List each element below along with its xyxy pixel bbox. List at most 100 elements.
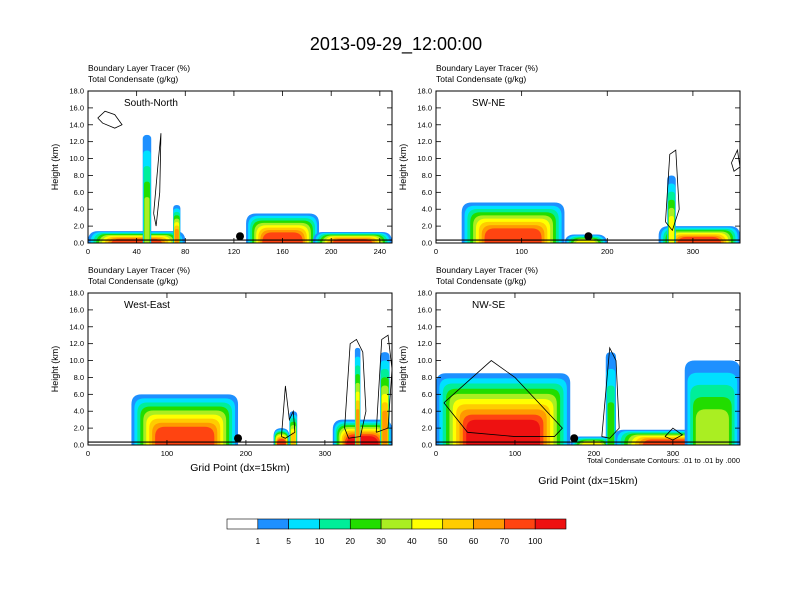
tracer-blob	[380, 352, 390, 445]
colorbar-swatch	[534, 518, 567, 530]
x-tick-label: 200	[588, 449, 601, 458]
colorbar-swatch	[226, 518, 259, 530]
section-name: NW-SE	[472, 300, 505, 311]
tracer-level-9	[155, 426, 215, 445]
x-axis-label-west-east: Grid Point (dx=15km)	[190, 462, 290, 474]
contour-label: Total Condensate (g/kg)	[88, 74, 178, 84]
y-tick-label: 10.0	[417, 154, 432, 163]
contour-label: Total Condensate (g/kg)	[436, 276, 526, 286]
section-name: West-East	[124, 300, 170, 311]
x-tick-label: 0	[86, 449, 90, 458]
x-tick-label: 300	[687, 247, 700, 256]
x-tick-label: 120	[228, 247, 241, 256]
y-tick-label: 12.0	[69, 137, 84, 146]
condensate-contour	[97, 110, 123, 129]
y-tick-label: 4.0	[74, 407, 84, 416]
tracer-blob	[142, 134, 152, 243]
tracer-blob	[684, 360, 740, 445]
panel-south-north: Boundary Layer Tracer (%)Total Condensat…	[50, 63, 393, 256]
condensate-contour	[665, 149, 680, 232]
x-tick-label: 200	[325, 247, 338, 256]
tracer-blob	[354, 347, 361, 445]
colorbar-swatch	[349, 518, 382, 530]
y-axis: 0.0 2.0 4.0 6.0 8.0 10.0 12.0 14.0 16.0 18.0	[417, 87, 740, 248]
colorbar-label: 5	[286, 536, 291, 546]
tracer-blob	[246, 213, 320, 243]
y-tick-label: 18.0	[417, 289, 432, 298]
y-tick-label: 8.0	[422, 171, 432, 180]
y-axis: 0.0 2.0 4.0 6.0 8.0 10.0 12.0 14.0 16.0 18.0	[417, 289, 740, 450]
plot-area	[436, 91, 740, 243]
y-tick-label: 10.0	[69, 154, 84, 163]
y-tick-label: 6.0	[422, 390, 432, 399]
colorbar-swatch	[257, 518, 289, 530]
tracer-blob	[273, 428, 290, 445]
x-tick-label: 200	[240, 449, 253, 458]
x-tick-label: 160	[276, 247, 289, 256]
y-axis-label: Height (km)	[50, 346, 60, 393]
y-tick-label: 4.0	[422, 205, 432, 214]
plot-frame	[87, 90, 393, 244]
x-tick-label: 80	[181, 247, 189, 256]
bottom-labels: Grid Point (dx=15km) Grid Point (dx=15km…	[190, 456, 740, 487]
condensate-contour	[664, 427, 684, 441]
condensate-contour	[601, 346, 620, 439]
y-tick-label: 0.0	[422, 239, 432, 248]
x-axis: 0 40 80 120 160 200 240	[86, 91, 386, 256]
contour-label: Total Condensate (g/kg)	[436, 74, 526, 84]
contour-info-text: Total Condensate Contours: .01 to .01 by…	[587, 456, 740, 465]
colorbar-swatch	[473, 518, 505, 530]
colorbar-label: 50	[438, 536, 448, 546]
tracer-level-5	[144, 197, 150, 243]
location-marker	[236, 232, 244, 241]
tracer-blob	[436, 373, 571, 445]
y-tick-label: 16.0	[417, 305, 432, 314]
plot-area	[436, 293, 740, 445]
field-label: Boundary Layer Tracer (%)	[88, 63, 190, 73]
x-tick-label: 0	[86, 247, 90, 256]
y-tick-label: 18.0	[69, 87, 84, 96]
x-tick-label: 100	[509, 449, 522, 458]
plot-frame	[87, 292, 393, 446]
y-tick-label: 12.0	[417, 339, 432, 348]
section-name: SW-NE	[472, 98, 505, 109]
y-axis-label: Height (km)	[398, 144, 408, 191]
y-tick-label: 0.0	[74, 239, 84, 248]
y-axis-label: Height (km)	[50, 144, 60, 191]
y-tick-label: 2.0	[74, 222, 84, 231]
colorbar-swatch	[288, 518, 320, 530]
colorbar-label: 30	[376, 536, 386, 546]
y-tick-label: 8.0	[74, 373, 84, 382]
colorbar-label: 10	[315, 536, 325, 546]
tracer-level-10	[466, 419, 541, 445]
colorbar-label: 40	[407, 536, 417, 546]
plot-area	[88, 91, 392, 243]
location-marker	[234, 434, 243, 443]
y-tick-label: 14.0	[417, 120, 432, 129]
x-tick-label: 40	[132, 247, 140, 256]
plot-background	[88, 91, 392, 243]
y-tick-label: 18.0	[69, 289, 84, 298]
y-tick-label: 6.0	[422, 188, 432, 197]
y-tick-label: 8.0	[74, 171, 84, 180]
tracer-blob	[173, 205, 181, 243]
tracer-level-9	[484, 228, 542, 243]
colorbar-swatch	[411, 518, 444, 530]
y-tick-label: 16.0	[69, 305, 84, 314]
colorbar-label: 20	[346, 536, 356, 546]
condensate-contour	[375, 334, 392, 433]
y-tick-label: 14.0	[69, 322, 84, 331]
x-tick-label: 300	[319, 449, 332, 458]
y-tick-label: 10.0	[69, 356, 84, 365]
x-tick-label: 240	[374, 247, 387, 256]
x-tick-label: 0	[434, 247, 438, 256]
panel-nw-se: Boundary Layer Tracer (%)Total Condensat…	[398, 265, 741, 458]
colorbar-label: 100	[528, 536, 542, 546]
y-tick-label: 6.0	[74, 188, 84, 197]
y-tick-label: 16.0	[69, 103, 84, 112]
y-tick-label: 14.0	[417, 322, 432, 331]
y-axis: 0.0 2.0 4.0 6.0 8.0 10.0 12.0 14.0 16.0 18.0	[69, 87, 392, 248]
location-marker	[584, 232, 593, 241]
condensate-contour	[731, 148, 740, 172]
colorbar-label: 1	[255, 536, 260, 546]
